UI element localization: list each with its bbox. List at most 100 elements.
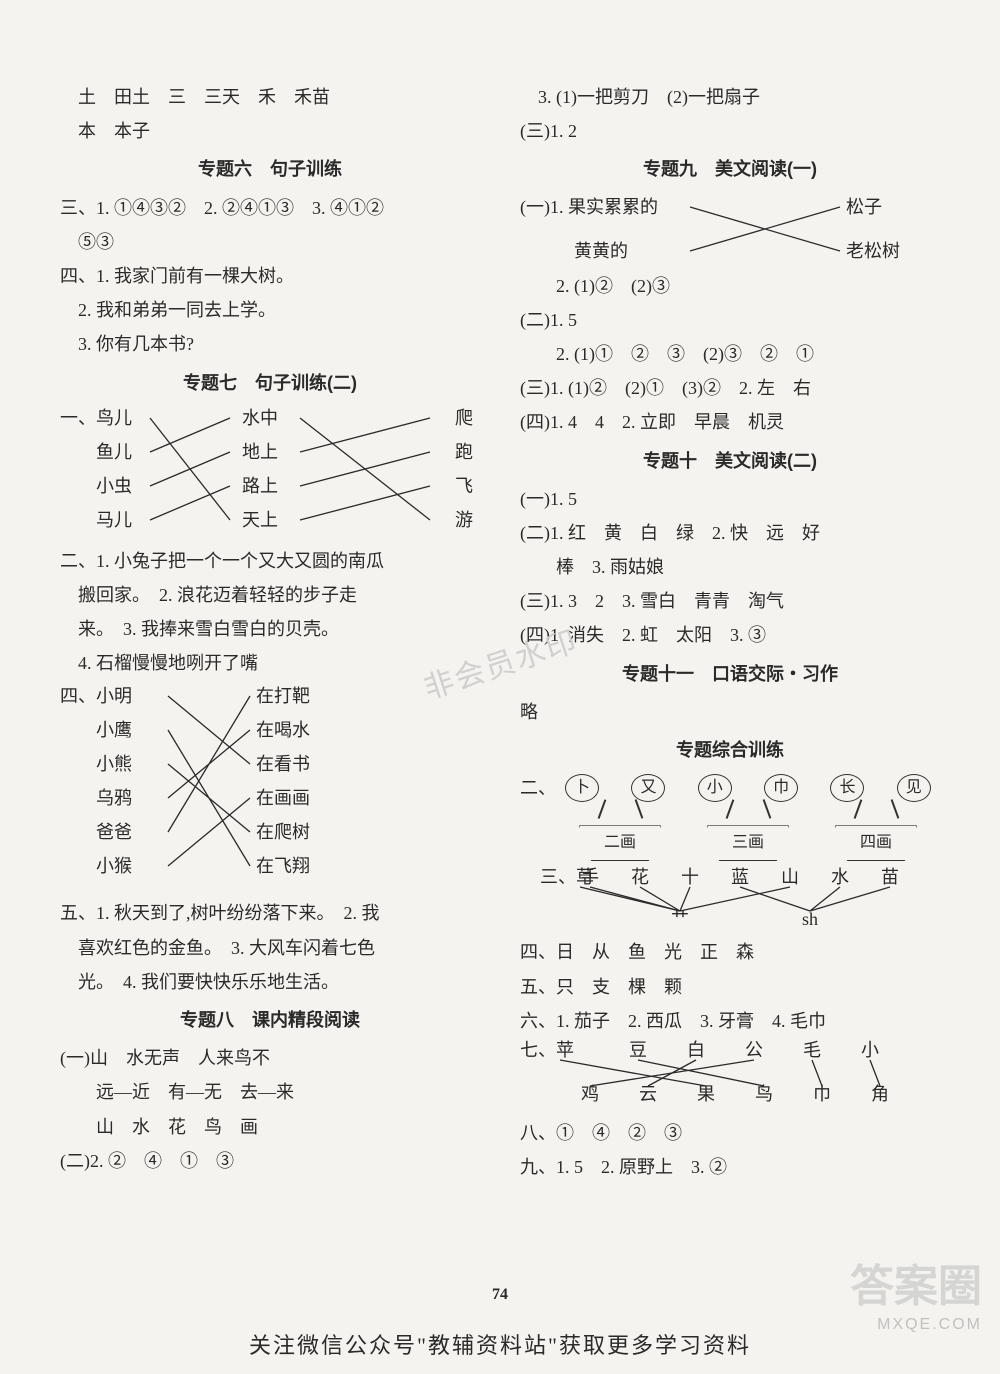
svg-text:马儿: 马儿 bbox=[60, 510, 132, 530]
question-7-diagram: 七、苹豆白公毛小鸡云果鸟巾角 bbox=[520, 1038, 940, 1116]
text-line: 光。 4. 我们要快快乐乐地生活。 bbox=[60, 965, 480, 999]
text-line: ⑤③ bbox=[60, 225, 480, 259]
svg-text:(一)1. 果实累累的: (一)1. 果实累累的 bbox=[520, 197, 658, 218]
text-line: 3. 你有几本书? bbox=[60, 327, 480, 361]
svg-text:在画画: 在画画 bbox=[256, 788, 310, 808]
text-line: (四)1. 4 4 2. 立即 早晨 机灵 bbox=[520, 405, 940, 439]
svg-text:角: 角 bbox=[871, 1084, 889, 1104]
svg-text:乌鸦: 乌鸦 bbox=[60, 788, 132, 808]
svg-text:毛: 毛 bbox=[803, 1040, 821, 1060]
section-title-7: 专题七 句子训练(二) bbox=[60, 366, 480, 400]
text-line: 2. (1)① ② ③ (2)③ ② ① bbox=[520, 337, 940, 371]
text-line: 山 水 花 鸟 画 bbox=[60, 1110, 480, 1144]
svg-text:在打靶: 在打靶 bbox=[256, 686, 310, 706]
svg-text:游: 游 bbox=[455, 510, 473, 530]
text-line: (三)1. 2 bbox=[520, 114, 940, 148]
section-title-10: 专题十 美文阅读(二) bbox=[520, 444, 940, 478]
left-column: 土 田土 三 三天 禾 禾苗 本 本子 专题六 句子训练 三、1. ①④③② 2… bbox=[60, 80, 480, 1184]
svg-text:老松树: 老松树 bbox=[846, 241, 900, 261]
svg-text:跑: 跑 bbox=[455, 442, 473, 462]
text-line: 搬回家。 2. 浪花迈着轻轻的步子走 bbox=[60, 578, 480, 612]
svg-text:苗: 苗 bbox=[881, 867, 899, 887]
svg-text:巾: 巾 bbox=[813, 1084, 831, 1104]
text-line: 四、日 从 鱼 光 正 森 bbox=[520, 935, 940, 969]
svg-text:爬: 爬 bbox=[455, 408, 473, 428]
svg-text:小: 小 bbox=[861, 1040, 879, 1060]
svg-text:手: 手 bbox=[581, 867, 599, 887]
text-line: (一)山 水无声 人来鸟不 bbox=[60, 1041, 480, 1075]
svg-text:小熊: 小熊 bbox=[60, 754, 132, 774]
svg-text:小鹰: 小鹰 bbox=[60, 720, 132, 740]
svg-text:小猴: 小猴 bbox=[60, 856, 132, 876]
svg-text:鸡: 鸡 bbox=[581, 1084, 599, 1104]
text-line: (二)2. ② ④ ① ③ bbox=[60, 1144, 480, 1178]
svg-text:爸爸: 爸爸 bbox=[60, 822, 132, 842]
q2-prefix: 二、 bbox=[520, 771, 556, 805]
text-line: 远—近 有—无 去—来 bbox=[60, 1075, 480, 1109]
text-line: 喜欢红色的金鱼。 3. 大风车闪着七色 bbox=[60, 931, 480, 965]
oval-char: 巾 bbox=[764, 774, 798, 802]
text-line: 四、1. 我家门前有一棵大树。 bbox=[60, 259, 480, 293]
question-3-diagram: 三、草手花十蓝山水苗艹sh bbox=[520, 865, 940, 935]
oval-char: 小 bbox=[698, 774, 732, 802]
text-line: 九、1. 5 2. 原野上 3. ② bbox=[520, 1150, 940, 1184]
matching-diagram-2: 四、小明 小鹰 小熊 乌鸦 爸爸 小猴在打靶在喝水在看书在画画在爬树在飞翔 bbox=[60, 680, 480, 896]
svg-text:十: 十 bbox=[681, 867, 699, 887]
svg-text:四、小明: 四、小明 bbox=[60, 686, 132, 706]
oval-char: 又 bbox=[631, 774, 665, 802]
text-line: 略 bbox=[520, 695, 940, 729]
bottom-banner: 关注微信公众号"教辅资料站"获取更多学习资料 bbox=[0, 1328, 1000, 1360]
oval-char: 见 bbox=[897, 774, 931, 802]
svg-text:七、苹: 七、苹 bbox=[520, 1040, 574, 1060]
svg-text:在看书: 在看书 bbox=[256, 754, 310, 774]
svg-text:路上: 路上 bbox=[242, 476, 278, 496]
text-line: 2. (1)② (2)③ bbox=[520, 269, 940, 303]
svg-text:云: 云 bbox=[639, 1084, 657, 1104]
svg-text:天上: 天上 bbox=[242, 510, 278, 530]
svg-text:豆: 豆 bbox=[629, 1040, 647, 1060]
text-line: (一)1. 5 bbox=[520, 482, 940, 516]
text-line: 本 本子 bbox=[60, 114, 480, 148]
text-line: 来。 3. 我捧来雪白雪白的贝壳。 bbox=[60, 612, 480, 646]
text-line: 二、1. 小兔子把一个一个又大又圆的南瓜 bbox=[60, 544, 480, 578]
text-line: 五、只 支 棵 颗 bbox=[520, 970, 940, 1004]
svg-text:水中: 水中 bbox=[242, 408, 278, 428]
stroke-bucket: 二画 bbox=[579, 825, 661, 861]
svg-text:地上: 地上 bbox=[242, 442, 278, 462]
text-line: (二)1. 5 bbox=[520, 303, 940, 337]
stroke-bucket: 三画 bbox=[707, 825, 789, 861]
svg-text:在喝水: 在喝水 bbox=[256, 720, 310, 740]
section-title-11: 专题十一 口语交际・习作 bbox=[520, 657, 940, 691]
svg-text:公: 公 bbox=[745, 1040, 763, 1060]
svg-text:小虫: 小虫 bbox=[60, 476, 132, 496]
svg-text:山: 山 bbox=[781, 867, 799, 887]
page-number: 74 bbox=[0, 1286, 1000, 1304]
svg-text:sh: sh bbox=[802, 909, 818, 929]
text-line: (三)1. 3 2 3. 雪白 青青 淘气 bbox=[520, 584, 940, 618]
text-line: 棒 3. 雨姑娘 bbox=[520, 550, 940, 584]
watermark-brand: 答案圈 bbox=[850, 1250, 982, 1314]
text-line: (三)1. (1)② (2)① (3)② 2. 左 右 bbox=[520, 371, 940, 405]
svg-text:花: 花 bbox=[631, 867, 649, 887]
svg-text:蓝: 蓝 bbox=[731, 867, 749, 887]
section-title-9: 专题九 美文阅读(一) bbox=[520, 152, 940, 186]
svg-text:松子: 松子 bbox=[846, 197, 882, 217]
text-line: 土 田土 三 三天 禾 禾苗 bbox=[60, 80, 480, 114]
svg-text:果: 果 bbox=[697, 1084, 715, 1104]
text-line: 三、1. ①④③② 2. ②④①③ 3. ④①② bbox=[60, 191, 480, 225]
text-line: 六、1. 茄子 2. 西瓜 3. 牙膏 4. 毛巾 bbox=[520, 1004, 940, 1038]
svg-text:鱼儿: 鱼儿 bbox=[60, 442, 132, 462]
svg-text:水: 水 bbox=[831, 867, 849, 887]
text-line: (四)1. 消失 2. 虹 太阳 3. ③ bbox=[520, 618, 940, 652]
text-line: 3. (1)一把剪刀 (2)一把扇子 bbox=[520, 80, 940, 114]
text-line: 八、① ④ ② ③ bbox=[520, 1116, 940, 1150]
matching-diagram-1: 一、鸟儿 鱼儿 小虫 马儿水中地上路上天上爬跑飞游 bbox=[60, 404, 480, 544]
oval-char: 长 bbox=[830, 774, 864, 802]
oval-char: 卜 bbox=[565, 774, 599, 802]
stroke-bucket: 四画 bbox=[835, 825, 917, 861]
section-title-zh: 专题综合训练 bbox=[520, 733, 940, 767]
text-line: 4. 石榴慢慢地咧开了嘴 bbox=[60, 646, 480, 680]
svg-text:在飞翔: 在飞翔 bbox=[256, 856, 310, 876]
text-line: 2. 我和弟弟一同去上学。 bbox=[60, 293, 480, 327]
matching-diagram-3: (一)1. 果实累累的 黄黄的松子老松树 bbox=[520, 191, 940, 269]
